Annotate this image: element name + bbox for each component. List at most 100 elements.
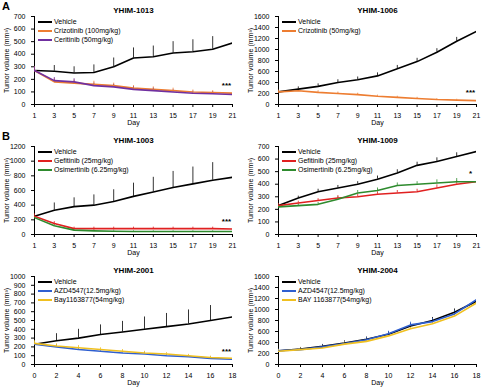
svg-text:0: 0	[277, 372, 281, 379]
svg-text:200: 200	[258, 90, 270, 97]
svg-text:400: 400	[258, 79, 270, 86]
svg-text:1000: 1000	[254, 46, 270, 53]
svg-text:4: 4	[321, 372, 325, 379]
svg-text:1600: 1600	[254, 13, 270, 20]
svg-text:200: 200	[14, 343, 26, 350]
svg-text:1: 1	[33, 242, 37, 249]
svg-text:15: 15	[413, 242, 421, 249]
svg-text:400: 400	[14, 201, 26, 208]
svg-text:1000: 1000	[10, 157, 26, 164]
svg-text:200: 200	[14, 76, 26, 83]
svg-text:YHIM-2004: YHIM-2004	[357, 266, 398, 275]
svg-text:0: 0	[22, 361, 26, 368]
svg-text:800: 800	[258, 317, 270, 324]
svg-text:***: ***	[466, 88, 476, 97]
svg-text:12: 12	[163, 372, 171, 379]
svg-text:14: 14	[185, 372, 193, 379]
svg-text:13: 13	[149, 242, 157, 249]
svg-text:100: 100	[258, 218, 270, 225]
svg-text:9: 9	[112, 112, 116, 119]
svg-text:YHIM-1006: YHIM-1006	[357, 6, 398, 15]
svg-text:200: 200	[258, 350, 270, 357]
svg-text:200: 200	[14, 216, 26, 223]
svg-text:21: 21	[229, 242, 237, 249]
svg-text:2: 2	[299, 372, 303, 379]
svg-text:13: 13	[393, 242, 401, 249]
svg-text:18: 18	[473, 372, 481, 379]
svg-text:0: 0	[33, 372, 37, 379]
svg-text:400: 400	[14, 50, 26, 57]
svg-text:1200: 1200	[10, 143, 26, 150]
svg-text:9: 9	[112, 242, 116, 249]
svg-text:17: 17	[189, 112, 197, 119]
svg-text:YHIM-1013: YHIM-1013	[113, 6, 154, 15]
svg-text:600: 600	[258, 68, 270, 75]
svg-text:*: *	[469, 169, 473, 178]
svg-text:Day: Day	[371, 379, 384, 387]
svg-text:5: 5	[316, 242, 320, 249]
svg-text:19: 19	[209, 112, 217, 119]
svg-text:100: 100	[14, 88, 26, 95]
svg-text:7: 7	[92, 242, 96, 249]
svg-text:3: 3	[296, 242, 300, 249]
svg-text:1: 1	[277, 242, 281, 249]
svg-text:15: 15	[169, 112, 177, 119]
svg-text:Tumor volume (mm³): Tumor volume (mm³)	[247, 28, 255, 93]
svg-text:2: 2	[55, 372, 59, 379]
svg-text:3: 3	[52, 112, 56, 119]
svg-text:Tumor volume (mm³): Tumor volume (mm³)	[3, 158, 11, 223]
svg-text:600: 600	[14, 25, 26, 32]
svg-text:Day: Day	[127, 379, 140, 387]
svg-text:5: 5	[316, 112, 320, 119]
svg-text:10: 10	[385, 372, 393, 379]
svg-text:600: 600	[14, 187, 26, 194]
svg-text:8: 8	[121, 372, 125, 379]
svg-text:1200: 1200	[254, 35, 270, 42]
svg-text:600: 600	[14, 308, 26, 315]
svg-text:1000: 1000	[10, 273, 26, 280]
svg-text:8: 8	[365, 372, 369, 379]
svg-text:YHIM-2001: YHIM-2001	[113, 266, 154, 275]
svg-text:9: 9	[356, 112, 360, 119]
svg-text:Day: Day	[371, 249, 384, 257]
svg-text:15: 15	[413, 112, 421, 119]
svg-text:Tumor volume (mm³): Tumor volume (mm³)	[247, 288, 255, 353]
svg-text:1200: 1200	[254, 295, 270, 302]
svg-text:800: 800	[14, 172, 26, 179]
svg-text:3: 3	[52, 242, 56, 249]
svg-text:400: 400	[258, 339, 270, 346]
svg-text:0: 0	[22, 101, 26, 108]
svg-text:16: 16	[207, 372, 215, 379]
svg-text:300: 300	[14, 63, 26, 70]
svg-text:300: 300	[258, 193, 270, 200]
svg-text:17: 17	[433, 112, 441, 119]
svg-text:100: 100	[14, 352, 26, 359]
svg-text:1: 1	[277, 112, 281, 119]
svg-text:7: 7	[336, 112, 340, 119]
svg-text:19: 19	[453, 242, 461, 249]
svg-text:900: 900	[14, 282, 26, 289]
svg-text:YHIM-1009: YHIM-1009	[357, 136, 398, 145]
svg-text:5: 5	[72, 242, 76, 249]
svg-text:400: 400	[14, 326, 26, 333]
svg-text:7: 7	[92, 112, 96, 119]
svg-text:17: 17	[433, 242, 441, 249]
svg-text:200: 200	[258, 206, 270, 213]
svg-text:Day: Day	[371, 119, 384, 127]
svg-text:0: 0	[22, 231, 26, 238]
svg-text:***: ***	[222, 81, 232, 90]
svg-text:***: ***	[222, 347, 232, 356]
svg-text:5: 5	[72, 112, 76, 119]
svg-text:1000: 1000	[254, 306, 270, 313]
svg-text:0: 0	[266, 101, 270, 108]
svg-text:800: 800	[258, 57, 270, 64]
svg-text:300: 300	[14, 334, 26, 341]
svg-text:21: 21	[473, 242, 481, 249]
svg-text:21: 21	[229, 112, 237, 119]
svg-text:Tumor volume (mm³): Tumor volume (mm³)	[3, 288, 11, 353]
svg-text:Day: Day	[127, 119, 140, 127]
svg-text:***: ***	[222, 217, 232, 226]
svg-text:13: 13	[149, 112, 157, 119]
svg-text:14: 14	[429, 372, 437, 379]
svg-text:800: 800	[14, 290, 26, 297]
